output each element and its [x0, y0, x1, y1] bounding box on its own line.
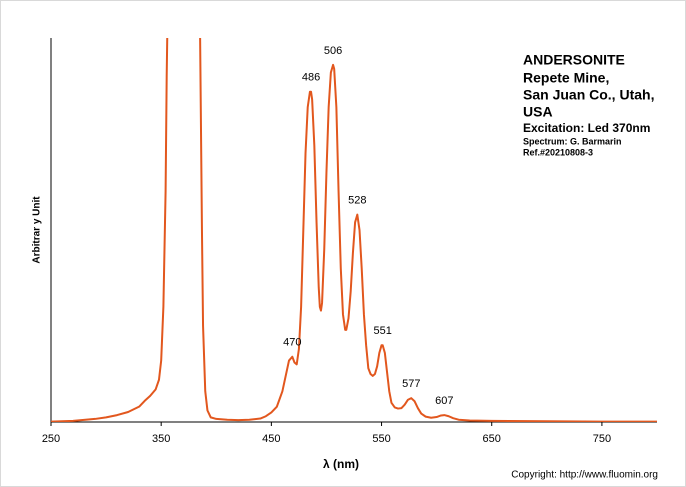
title-line: ANDERSONITE	[523, 52, 625, 68]
x-tick-label: 650	[483, 433, 501, 445]
spectrum-line	[51, 38, 657, 422]
x-tick-label: 250	[42, 433, 60, 445]
x-tick-label: 450	[262, 433, 280, 445]
x-tick-label: 350	[152, 433, 170, 445]
title-line: San Juan Co., Utah,	[523, 87, 654, 103]
title-line: Repete Mine,	[523, 70, 609, 86]
x-axis-label: λ (nm)	[323, 457, 359, 471]
x-tick-label: 550	[372, 433, 390, 445]
x-tick-label: 750	[593, 433, 611, 445]
excitation: Excitation: Led 370nm	[523, 121, 650, 135]
peak-label: 486	[302, 72, 320, 84]
copyright: Copyright: http://www.fluomin.org	[511, 470, 658, 481]
peak-label: 528	[348, 195, 366, 207]
peak-label: 470	[283, 337, 301, 349]
peak-label: 607	[435, 395, 453, 407]
title-line: USA	[523, 104, 553, 120]
peak-label: 506	[324, 45, 342, 57]
peak-label: 577	[402, 378, 420, 390]
y-axis-label: Arbitrar y Unit	[32, 196, 43, 264]
reference: Ref.#20210808-3	[523, 147, 593, 157]
spectrum-credit: Spectrum: G. Barmarin	[523, 136, 622, 146]
peak-label: 551	[373, 325, 391, 337]
